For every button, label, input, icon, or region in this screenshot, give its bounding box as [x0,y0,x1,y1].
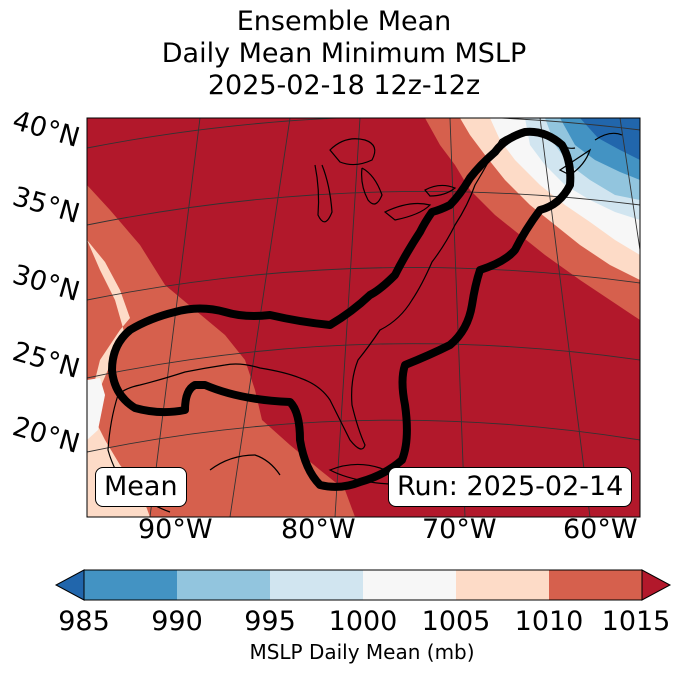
mean-label-box: Mean [95,467,187,507]
colorbar-tick-1005: 1005 [421,606,491,637]
colorbar-tick-985: 985 [58,606,110,637]
run-date-box: Run: 2025-02-14 [388,467,633,507]
colorbar-segment-995 [270,570,363,600]
lon-label-70w: 70°W [422,514,497,545]
map-frame [86,117,641,518]
colorbar-extend-high [641,569,672,601]
colorbar-tick-1000: 1000 [328,606,398,637]
colorbar-segment-1010 [549,570,642,600]
pressure-band-1000-sw [87,378,105,440]
colorbar-extend-low [54,569,85,601]
colorbar-tick-1015: 1015 [601,606,671,637]
pressure-band-1010-sw [87,185,355,517]
pressure-band-1005-sw [87,240,150,517]
colorbar-segment-990 [177,570,270,600]
title-line-2: Daily Mean Minimum MSLP [161,38,527,69]
lon-label-90w: 90°W [138,514,213,545]
map-panel [86,117,641,518]
colorbar-label: MSLP Daily Mean (mb) [249,640,475,664]
colorbar-tick-995: 995 [244,606,296,637]
colorbar-tick-990: 990 [151,606,203,637]
title-line-1: Ensemble Mean [236,6,452,37]
min-pressure-contour [108,127,575,491]
colorbar-segment-1000 [363,570,456,600]
title-line-3: 2025-02-18 12z-12z [207,70,481,101]
lon-label-80w: 80°W [281,514,356,545]
lon-label-60w: 60°W [563,514,638,545]
colorbar-segment-1005 [456,570,549,600]
colorbar-tick-1010: 1010 [514,606,584,637]
colorbar-segment-985 [84,570,177,600]
